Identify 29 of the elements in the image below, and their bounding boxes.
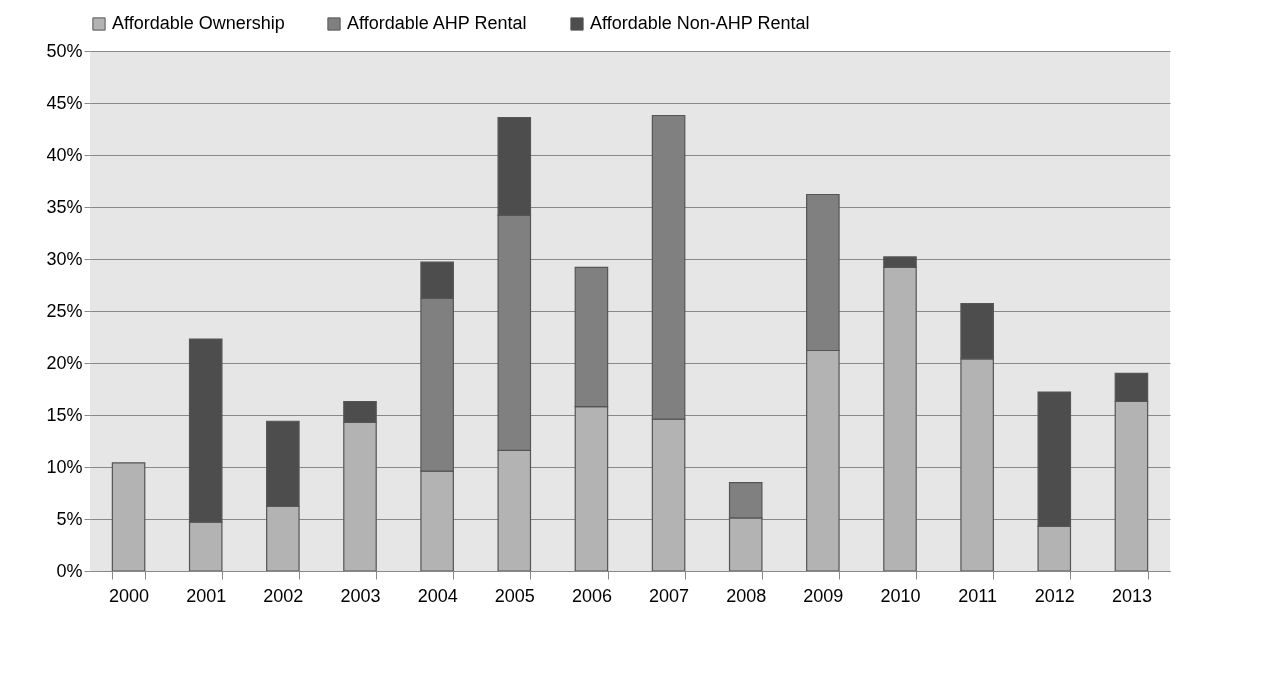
y-tick-label: 15% [46, 404, 83, 425]
y-tick-label: 20% [46, 352, 83, 373]
x-tick-label: 2001 [186, 585, 227, 606]
y-tick-label: 45% [46, 92, 83, 113]
x-tick-label: 2000 [109, 585, 150, 606]
x-tick-label: 2002 [263, 585, 304, 606]
legend-label: Affordable AHP Rental [347, 13, 527, 33]
y-tick-label: 5% [56, 508, 83, 529]
x-tick-label: 2013 [1111, 585, 1152, 606]
x-tick-label: 2008 [726, 585, 767, 606]
x-tick-label: 2009 [803, 585, 844, 606]
x-tick-label: 2012 [1034, 585, 1075, 606]
y-tick-label: 50% [46, 40, 83, 61]
legend-label: Affordable Ownership [112, 13, 285, 33]
x-tick-label: 2010 [880, 585, 921, 606]
x-tick-label: 2011 [958, 585, 997, 606]
x-tick-label: 2004 [417, 585, 458, 606]
x-tick-label: 2007 [649, 585, 690, 606]
y-tick-label: 10% [46, 456, 83, 477]
y-tick-label: 0% [56, 560, 83, 581]
bar [111, 462, 146, 571]
x-tick-label: 2003 [340, 585, 381, 606]
x-tick-label: 2006 [571, 585, 612, 606]
y-tick-label: 35% [46, 196, 83, 217]
y-tick-label: 25% [46, 300, 83, 321]
y-tick-label: 40% [46, 144, 83, 165]
legend-label: Affordable Non-AHP Rental [590, 13, 810, 33]
x-tick-label: 2005 [494, 585, 535, 606]
y-tick-label: 30% [46, 248, 83, 269]
